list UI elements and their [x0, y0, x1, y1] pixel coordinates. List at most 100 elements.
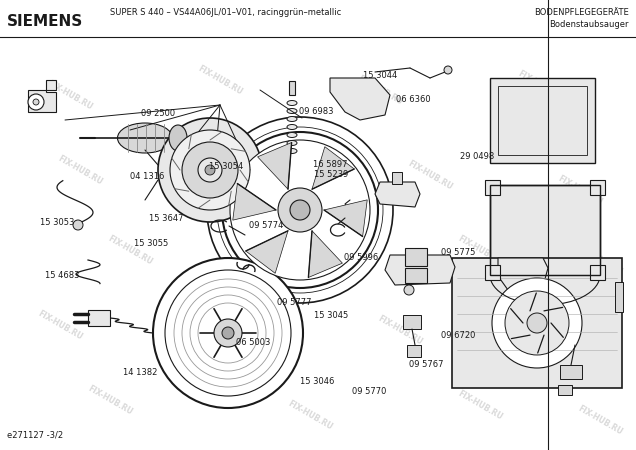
Circle shape: [198, 158, 222, 182]
Circle shape: [158, 118, 262, 222]
Text: SUPER S 440 – VS44A06JL/01–V01, racinggrün–metallic: SUPER S 440 – VS44A06JL/01–V01, racinggr…: [110, 8, 342, 17]
Text: Bodenstaubsauger: Bodenstaubsauger: [550, 20, 629, 29]
Ellipse shape: [287, 108, 297, 113]
Text: FIX-HUB.RU: FIX-HUB.RU: [36, 309, 84, 342]
Text: 15 3054: 15 3054: [209, 162, 243, 171]
Text: 14 1382: 14 1382: [123, 368, 157, 377]
Ellipse shape: [287, 125, 297, 130]
Circle shape: [290, 200, 310, 220]
Ellipse shape: [118, 123, 172, 153]
Bar: [615, 282, 623, 312]
Text: SIEMENS: SIEMENS: [7, 14, 83, 29]
Circle shape: [230, 140, 370, 280]
Polygon shape: [312, 147, 354, 189]
Ellipse shape: [287, 148, 297, 153]
Text: 09 5767: 09 5767: [409, 360, 443, 369]
Bar: [405, 268, 427, 283]
Ellipse shape: [169, 125, 187, 151]
Text: FIX-HUB.RU: FIX-HUB.RU: [516, 68, 564, 101]
Text: 15 3044: 15 3044: [363, 71, 398, 80]
Text: FIX-HUB.RU: FIX-HUB.RU: [46, 79, 94, 112]
Ellipse shape: [287, 132, 297, 138]
Circle shape: [404, 285, 414, 295]
Bar: [403, 315, 421, 329]
Text: 06 5003: 06 5003: [236, 338, 270, 347]
Text: 06 6360: 06 6360: [396, 94, 431, 104]
Text: 15 3053: 15 3053: [40, 218, 74, 227]
Circle shape: [444, 66, 452, 74]
Text: 29 0498: 29 0498: [460, 152, 494, 161]
Circle shape: [205, 165, 215, 175]
Text: FIX-HUB.RU: FIX-HUB.RU: [106, 234, 154, 266]
Ellipse shape: [287, 100, 297, 105]
Text: FIX-HUB.RU: FIX-HUB.RU: [556, 174, 604, 207]
Circle shape: [33, 99, 39, 105]
Polygon shape: [258, 143, 292, 189]
Circle shape: [182, 142, 238, 198]
Circle shape: [214, 319, 242, 347]
Text: 16 5897: 16 5897: [314, 160, 348, 169]
Circle shape: [492, 278, 582, 368]
Circle shape: [222, 327, 234, 339]
Text: 15 4683: 15 4683: [45, 271, 80, 280]
Circle shape: [165, 270, 291, 396]
Polygon shape: [308, 231, 342, 278]
Text: FIX-HUB.RU: FIX-HUB.RU: [456, 234, 504, 266]
Bar: [490, 78, 595, 163]
Polygon shape: [88, 310, 110, 326]
Text: 09 5770: 09 5770: [352, 387, 386, 396]
Text: BODENPFLEGEGERÄTE: BODENPFLEGEGERÄTE: [534, 8, 629, 17]
Text: FIX-HUB.RU: FIX-HUB.RU: [406, 158, 454, 191]
Bar: [407, 345, 421, 357]
Bar: [490, 185, 600, 275]
Bar: [590, 180, 605, 195]
Circle shape: [153, 258, 303, 408]
Text: 15 3046: 15 3046: [300, 377, 334, 386]
Ellipse shape: [287, 117, 297, 122]
Text: FIX-HUB.RU: FIX-HUB.RU: [196, 63, 244, 96]
Text: 15 5239: 15 5239: [314, 170, 348, 179]
Text: FIX-HUB.RU: FIX-HUB.RU: [56, 153, 104, 186]
Bar: [452, 258, 622, 388]
Circle shape: [222, 132, 378, 288]
Text: FIX-HUB.RU: FIX-HUB.RU: [576, 404, 624, 436]
Text: 09 5774: 09 5774: [249, 220, 283, 230]
Circle shape: [505, 291, 569, 355]
Text: 15 3647: 15 3647: [149, 214, 184, 223]
Circle shape: [278, 188, 322, 232]
Text: 09 5775: 09 5775: [441, 248, 475, 257]
Bar: [498, 86, 587, 155]
Text: 09 6720: 09 6720: [441, 331, 475, 340]
Bar: [558, 385, 572, 395]
Text: FIX-HUB.RU: FIX-HUB.RU: [356, 74, 404, 106]
Bar: [485, 180, 500, 195]
Circle shape: [527, 313, 547, 333]
Text: FIX-HUB.RU: FIX-HUB.RU: [226, 179, 274, 212]
Polygon shape: [375, 182, 420, 207]
Text: 04 1316: 04 1316: [130, 172, 165, 181]
Ellipse shape: [287, 140, 297, 145]
Polygon shape: [330, 78, 390, 120]
Text: FIX-HUB.RU: FIX-HUB.RU: [376, 314, 424, 346]
Polygon shape: [245, 231, 288, 273]
Text: FIX-HUB.RU: FIX-HUB.RU: [456, 389, 504, 421]
Bar: [560, 365, 582, 379]
Bar: [289, 81, 295, 95]
Text: FIX-HUB.RU: FIX-HUB.RU: [286, 248, 334, 281]
Text: 09 6983: 09 6983: [300, 107, 334, 116]
Text: FIX-HUB.RU: FIX-HUB.RU: [206, 324, 254, 356]
Text: 09 5996: 09 5996: [344, 253, 378, 262]
Circle shape: [73, 220, 83, 230]
Polygon shape: [28, 80, 56, 112]
Polygon shape: [324, 200, 367, 237]
Text: 09 2500: 09 2500: [141, 109, 175, 118]
Bar: [392, 172, 402, 184]
Circle shape: [28, 94, 44, 110]
Text: 09 5777: 09 5777: [277, 298, 311, 307]
Bar: [490, 185, 600, 275]
Text: e271127 -3/2: e271127 -3/2: [7, 431, 63, 440]
Circle shape: [170, 130, 250, 210]
Text: FIX-HUB.RU: FIX-HUB.RU: [286, 399, 334, 432]
Text: 15 3045: 15 3045: [314, 310, 348, 320]
Text: FIX-HUB.RU: FIX-HUB.RU: [576, 243, 624, 276]
